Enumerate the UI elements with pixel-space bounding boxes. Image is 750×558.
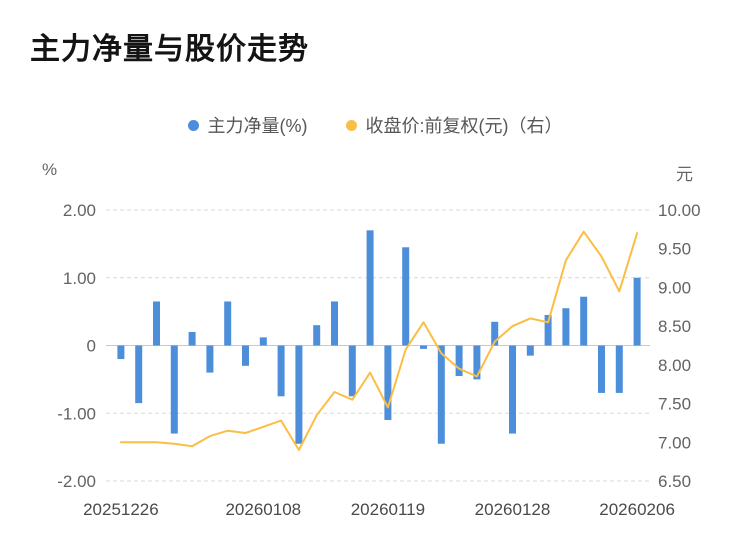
net-volume-bar [206,345,214,373]
right-axis-unit: 元 [676,165,693,184]
net-volume-bar [313,325,321,346]
left-axis-tick-label: 0 [87,337,96,356]
net-volume-bar [402,247,410,346]
legend: 主力净量(%) 收盘价:前复权(元)（右） [0,112,750,138]
net-volume-bar [491,321,499,346]
net-volume-bar [170,345,178,434]
left-axis-unit: % [42,160,58,179]
legend-item-close-price[interactable]: 收盘价:前复权(元)（右） [345,112,563,138]
legend-item-main-net-volume[interactable]: 主力净量(%) [187,112,308,138]
legend-label-main-net-volume: 主力净量(%) [207,116,308,136]
right-axis-tick-label: 8.50 [658,317,691,336]
right-axis-tick-label: 9.50 [658,240,691,259]
right-axis-tick-label: 7.50 [658,395,691,414]
net-volume-bar [366,230,374,346]
yellow-series-dot-icon [345,119,357,131]
net-volume-bar [259,337,267,346]
net-volume-bar [526,345,534,356]
right-axis-tick-label: 6.50 [658,472,691,491]
x-axis-tick-label: 20260108 [225,500,301,519]
blue-series-dot-icon [187,119,199,131]
right-axis-tick-label: 7.00 [658,433,691,452]
x-axis-tick-label: 20260128 [475,500,551,519]
chart-title: 主力净量与股价走势 [30,33,309,66]
net-volume-bar [331,301,338,346]
net-volume-bar [455,345,463,376]
left-axis-tick-label: 1.00 [63,269,96,288]
x-axis-tick-label: 20260119 [351,500,425,519]
net-volume-bar [437,345,445,444]
right-axis-tick-label: 8.00 [658,356,691,375]
left-axis-tick-label: 2.00 [63,201,96,220]
net-volume-bar [242,345,249,366]
left-axis-tick-label: -2.00 [57,472,96,491]
net-volume-bar [224,301,232,346]
left-axis-tick-label: -1.00 [57,404,96,423]
x-axis-tick-label: 20251226 [83,500,159,519]
net-volume-bar [295,345,303,444]
net-volume-bar [277,345,285,397]
net-volume-bar [615,345,623,393]
net-volume-bar [420,345,427,349]
net-volume-bar [633,277,641,346]
close-price-line [119,230,639,451]
right-axis-tick-label: 9.00 [658,278,691,297]
net-volume-bar [153,301,160,346]
x-axis-tick-label: 20260206 [599,500,675,519]
net-volume-bar [384,345,392,421]
legend-label-close-price: 收盘价:前复权(元)（右） [365,116,563,136]
net-volume-bar [117,345,125,360]
net-volume-bar [348,345,356,397]
net-volume-bar [188,331,196,346]
net-volume-bar [135,345,143,404]
net-volume-bar [562,308,570,346]
net-volume-bar [473,345,481,380]
net-volume-bar [509,345,516,434]
net-volume-bar [598,345,605,393]
right-axis-tick-label: 10.00 [658,201,701,220]
net-volume-bar [580,296,588,346]
net-volume-bar [544,315,552,346]
